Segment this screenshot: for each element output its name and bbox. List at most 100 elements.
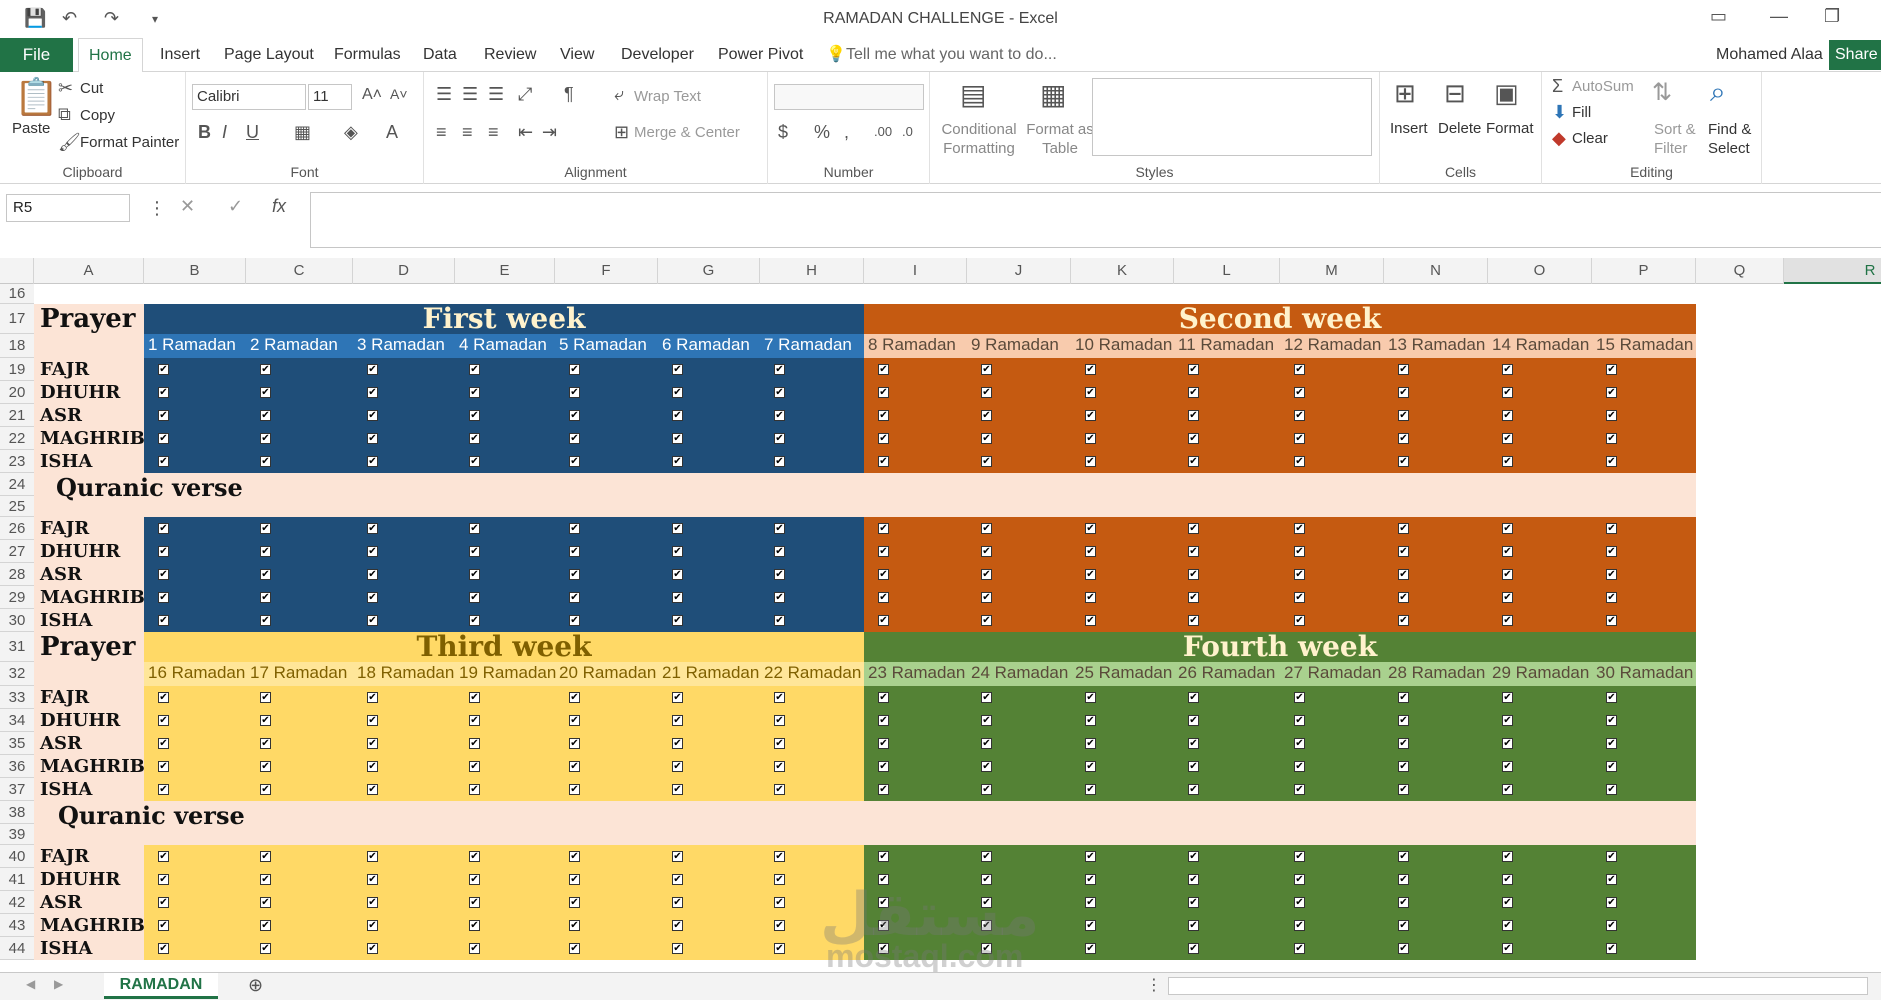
checkbox[interactable]: ✔ [469, 615, 480, 626]
column-header-o[interactable]: O [1488, 258, 1592, 284]
checkbox[interactable]: ✔ [158, 387, 169, 398]
checkbox[interactable]: ✔ [367, 715, 378, 726]
checkbox[interactable]: ✔ [1606, 615, 1617, 626]
tell-me-box[interactable]: Tell me what you want to do... [846, 46, 1057, 63]
share-button[interactable]: Share [1829, 40, 1881, 70]
checkbox[interactable]: ✔ [469, 546, 480, 557]
checkbox[interactable]: ✔ [981, 546, 992, 557]
bold-icon[interactable]: B [198, 122, 211, 142]
checkbox[interactable]: ✔ [1398, 569, 1409, 580]
checkbox[interactable]: ✔ [158, 569, 169, 580]
enter-icon[interactable]: ✓ [228, 196, 244, 216]
checkbox[interactable]: ✔ [878, 615, 889, 626]
checkbox[interactable]: ✔ [469, 943, 480, 954]
checkbox[interactable]: ✔ [774, 433, 785, 444]
checkbox[interactable]: ✔ [878, 738, 889, 749]
checkbox[interactable]: ✔ [367, 546, 378, 557]
column-header-h[interactable]: H [760, 258, 864, 284]
row-header[interactable]: 37 [0, 778, 34, 801]
checkbox[interactable]: ✔ [672, 874, 683, 885]
column-header-p[interactable]: P [1592, 258, 1696, 284]
tab-view[interactable]: View [560, 46, 595, 63]
comma-icon[interactable]: , [844, 122, 850, 142]
checkbox[interactable]: ✔ [1398, 738, 1409, 749]
checkbox[interactable]: ✔ [569, 784, 580, 795]
select-all-corner[interactable] [0, 258, 34, 284]
checkbox[interactable]: ✔ [1398, 761, 1409, 772]
checkbox[interactable]: ✔ [260, 364, 271, 375]
tab-formulas[interactable]: Formulas [334, 46, 401, 63]
undo-icon[interactable]: ↶ [62, 8, 78, 28]
checkbox[interactable]: ✔ [1502, 592, 1513, 603]
checkbox[interactable]: ✔ [469, 569, 480, 580]
checkbox[interactable]: ✔ [569, 761, 580, 772]
formula-input[interactable] [310, 192, 1881, 248]
merge-center-button[interactable]: Merge & Center [634, 124, 740, 141]
checkbox[interactable]: ✔ [1398, 410, 1409, 421]
minimize-icon[interactable]: — [1770, 6, 1788, 26]
checkbox[interactable]: ✔ [367, 943, 378, 954]
checkbox[interactable]: ✔ [1398, 592, 1409, 603]
checkbox[interactable]: ✔ [1294, 738, 1305, 749]
checkbox[interactable]: ✔ [260, 456, 271, 467]
sheet-tab-ramadan[interactable]: RAMADAN [104, 973, 218, 999]
checkbox[interactable]: ✔ [774, 851, 785, 862]
checkbox[interactable]: ✔ [774, 410, 785, 421]
checkbox[interactable]: ✔ [1188, 761, 1199, 772]
save-icon[interactable]: 💾 [24, 8, 47, 28]
checkbox[interactable]: ✔ [672, 738, 683, 749]
checkbox[interactable]: ✔ [672, 897, 683, 908]
checkbox[interactable]: ✔ [878, 920, 889, 931]
checkbox[interactable]: ✔ [469, 410, 480, 421]
checkbox[interactable]: ✔ [158, 592, 169, 603]
checkbox[interactable]: ✔ [469, 456, 480, 467]
checkbox[interactable]: ✔ [1398, 456, 1409, 467]
checkbox[interactable]: ✔ [878, 523, 889, 534]
name-box[interactable]: R5 [6, 194, 130, 222]
checkbox[interactable]: ✔ [1606, 546, 1617, 557]
checkbox[interactable]: ✔ [469, 874, 480, 885]
add-sheet-icon[interactable]: ⊕ [248, 975, 264, 995]
checkbox[interactable]: ✔ [981, 920, 992, 931]
checkbox[interactable]: ✔ [672, 546, 683, 557]
checkbox[interactable]: ✔ [569, 692, 580, 703]
checkbox[interactable]: ✔ [569, 943, 580, 954]
tab-developer[interactable]: Developer [621, 46, 694, 63]
checkbox[interactable]: ✔ [1085, 874, 1096, 885]
split-handle-icon[interactable]: ⋮ [1146, 977, 1162, 994]
column-header-b[interactable]: B [144, 258, 246, 284]
checkbox[interactable]: ✔ [981, 897, 992, 908]
checkbox[interactable]: ✔ [1085, 761, 1096, 772]
checkbox[interactable]: ✔ [469, 364, 480, 375]
checkbox[interactable]: ✔ [569, 456, 580, 467]
checkbox[interactable]: ✔ [1398, 387, 1409, 398]
horizontal-scrollbar[interactable] [1168, 977, 1868, 995]
checkbox[interactable]: ✔ [1294, 569, 1305, 580]
checkbox[interactable]: ✔ [158, 943, 169, 954]
checkbox[interactable]: ✔ [260, 761, 271, 772]
checkbox[interactable]: ✔ [1502, 546, 1513, 557]
checkbox[interactable]: ✔ [672, 523, 683, 534]
tab-insert[interactable]: Insert [160, 46, 201, 63]
checkbox[interactable]: ✔ [367, 738, 378, 749]
checkbox[interactable]: ✔ [1188, 692, 1199, 703]
checkbox[interactable]: ✔ [1085, 364, 1096, 375]
checkbox[interactable]: ✔ [260, 592, 271, 603]
checkbox[interactable]: ✔ [1085, 920, 1096, 931]
column-header-k[interactable]: K [1071, 258, 1174, 284]
row-header[interactable]: 30 [0, 609, 34, 632]
checkbox[interactable]: ✔ [1502, 851, 1513, 862]
checkbox[interactable]: ✔ [1188, 615, 1199, 626]
row-header[interactable]: 20 [0, 381, 34, 404]
font-color-icon[interactable]: A [386, 122, 399, 142]
checkbox[interactable]: ✔ [569, 897, 580, 908]
checkbox[interactable]: ✔ [1085, 943, 1096, 954]
text-direction-icon[interactable]: ¶ [564, 84, 574, 104]
checkbox[interactable]: ✔ [1294, 592, 1305, 603]
restore-icon[interactable]: ❐ [1824, 6, 1841, 26]
checkbox[interactable]: ✔ [569, 546, 580, 557]
row-header[interactable]: 16 [0, 284, 34, 304]
checkbox[interactable]: ✔ [1085, 410, 1096, 421]
checkbox[interactable]: ✔ [1188, 897, 1199, 908]
checkbox[interactable]: ✔ [1502, 569, 1513, 580]
